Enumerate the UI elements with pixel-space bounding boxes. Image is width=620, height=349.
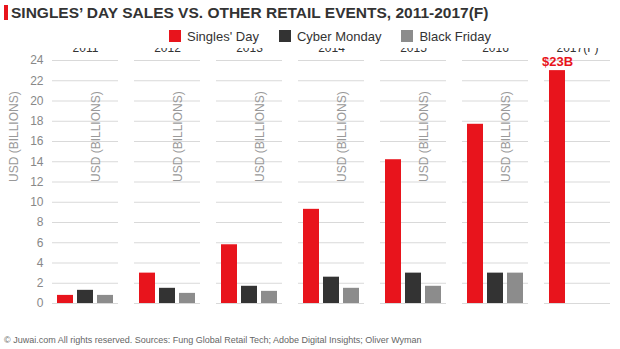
svg-text:2015: 2015 [400, 48, 427, 55]
svg-text:2017(F): 2017(F) [556, 48, 598, 55]
svg-text:8: 8 [37, 215, 44, 229]
svg-text:USD (BILLIONS): USD (BILLIONS) [89, 91, 103, 182]
svg-text:0: 0 [37, 296, 44, 310]
svg-text:12: 12 [30, 175, 44, 189]
svg-text:18: 18 [30, 114, 44, 128]
svg-text:USD (BILLIONS): USD (BILLIONS) [417, 91, 431, 182]
svg-text:6: 6 [37, 236, 44, 250]
svg-text:USD (BILLIONS): USD (BILLIONS) [171, 91, 185, 182]
svg-text:2016: 2016 [482, 48, 509, 55]
html-text:Black Friday: Black Friday [419, 29, 491, 44]
svg-text:4: 4 [37, 256, 44, 270]
html-text:Cyber Monday: Cyber Monday [296, 29, 382, 44]
html-text:Singles' Day: Singles' Day [187, 29, 259, 44]
svg-text:2012: 2012 [154, 48, 181, 55]
svg-text:2011: 2011 [73, 48, 99, 55]
svg-text:2013: 2013 [236, 48, 263, 55]
svg-text:USD (BILLIONS): USD (BILLIONS) [7, 91, 21, 182]
html-text:© Juwai.com All rights reserve: © Juwai.com All rights reserved. Sources… [4, 335, 422, 345]
html-text:SINGLES’ DAY SALES VS. OTHER R: SINGLES’ DAY SALES VS. OTHER RETAIL EVEN… [11, 4, 489, 21]
svg-text:20: 20 [30, 94, 44, 108]
svg-text:16: 16 [30, 134, 44, 148]
svg-text:2: 2 [37, 276, 44, 290]
svg-text:10: 10 [30, 195, 44, 209]
svg-text:14: 14 [30, 155, 44, 169]
svg-text:22: 22 [30, 74, 44, 88]
svg-text:24: 24 [30, 53, 44, 67]
svg-text:$23B: $23B [542, 54, 573, 69]
svg-text:USD (BILLIONS): USD (BILLIONS) [253, 91, 267, 182]
svg-text:USD (BILLIONS): USD (BILLIONS) [499, 91, 513, 182]
svg-text:2014: 2014 [318, 48, 345, 55]
svg-text:USD (BILLIONS): USD (BILLIONS) [335, 91, 349, 182]
